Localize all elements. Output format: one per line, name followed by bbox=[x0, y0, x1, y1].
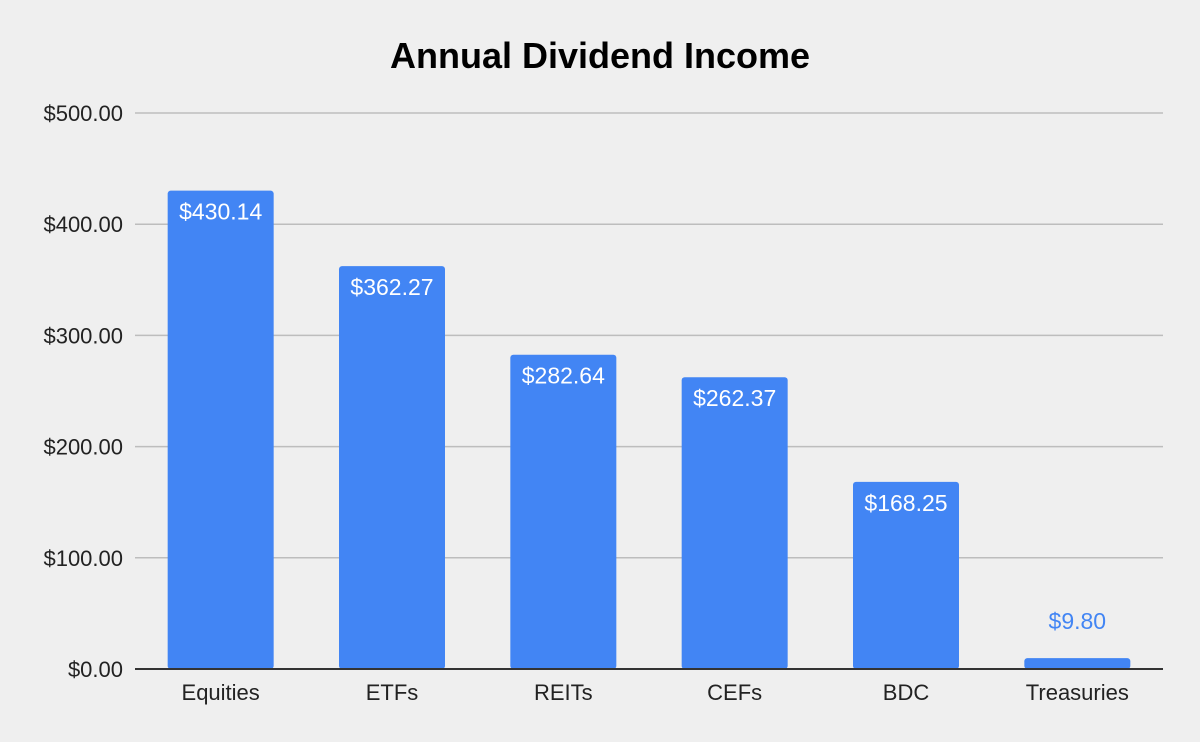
y-tick-label: $100.00 bbox=[43, 546, 123, 571]
chart-title: Annual Dividend Income bbox=[390, 35, 810, 76]
bar bbox=[339, 266, 445, 669]
y-tick-label: $0.00 bbox=[68, 657, 123, 682]
bars bbox=[167, 190, 1131, 669]
data-label: $282.64 bbox=[522, 363, 605, 389]
bar bbox=[167, 190, 274, 669]
x-axis-category-labels: Equities ETFs REITs CEFs BDC Treasuries bbox=[182, 680, 1129, 705]
gridlines bbox=[135, 112, 1163, 559]
x-category-label: Equities bbox=[182, 680, 260, 705]
bar bbox=[681, 377, 788, 669]
x-category-label: REITs bbox=[534, 680, 593, 705]
data-labels: $430.14 $362.27 $282.64 $262.37 $168.25 $9.80 bbox=[179, 199, 1106, 634]
x-category-label: ETFs bbox=[366, 680, 419, 705]
data-label: $168.25 bbox=[864, 490, 947, 516]
bar bbox=[1024, 658, 1131, 669]
data-label: $9.80 bbox=[1049, 608, 1107, 634]
data-label: $362.27 bbox=[350, 274, 433, 300]
x-category-label: BDC bbox=[883, 680, 930, 705]
data-label: $430.14 bbox=[179, 199, 262, 225]
x-category-label: Treasuries bbox=[1026, 680, 1129, 705]
y-tick-label: $500.00 bbox=[43, 101, 123, 126]
data-label: $262.37 bbox=[693, 385, 776, 411]
y-tick-label: $300.00 bbox=[43, 323, 123, 348]
x-category-label: CEFs bbox=[707, 680, 762, 705]
y-tick-label: $200.00 bbox=[43, 435, 123, 460]
y-axis-tick-labels: $0.00 $100.00 $200.00 $300.00 $400.00 $500.00 bbox=[43, 101, 123, 682]
bar bbox=[853, 481, 959, 669]
bar bbox=[510, 354, 617, 669]
y-tick-label: $400.00 bbox=[43, 212, 123, 237]
